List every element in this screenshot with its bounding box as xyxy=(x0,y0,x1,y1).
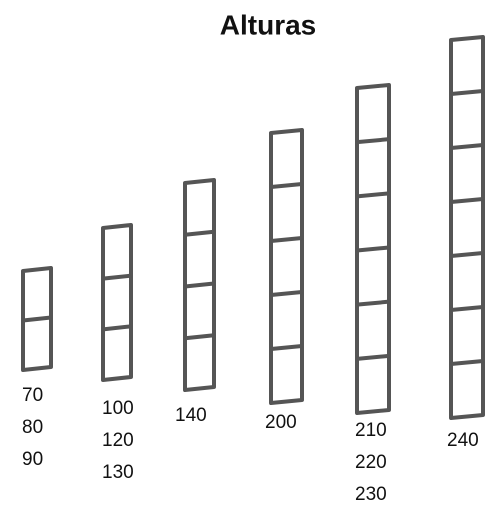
tower-rung xyxy=(270,236,303,243)
tower xyxy=(269,128,304,405)
height-label: 120 xyxy=(102,430,134,451)
tower xyxy=(449,35,485,420)
height-label: 130 xyxy=(102,462,134,483)
height-label: 80 xyxy=(22,417,43,438)
height-label: 100 xyxy=(102,398,134,419)
tower-rung xyxy=(356,191,390,199)
tower-rung xyxy=(184,229,215,237)
tower-rung xyxy=(450,89,484,96)
height-label: 240 xyxy=(447,430,479,451)
tower-rung xyxy=(450,251,484,258)
tower-rung xyxy=(22,315,52,323)
height-label: 70 xyxy=(22,385,43,406)
height-label: 90 xyxy=(22,449,43,470)
title: Alturas xyxy=(220,9,316,40)
tower-rung xyxy=(270,182,303,189)
tower-rung xyxy=(450,143,484,150)
tower-rung xyxy=(356,137,390,145)
tower-rung xyxy=(184,281,215,289)
tower-rung xyxy=(450,305,484,312)
tower xyxy=(101,223,133,382)
tower xyxy=(183,178,216,392)
tower-rung xyxy=(102,273,132,281)
height-label: 210 xyxy=(355,420,387,441)
tower-rung xyxy=(356,245,390,253)
tower-rung xyxy=(356,299,390,307)
tower-rung xyxy=(102,324,132,332)
tower-rung xyxy=(450,359,484,366)
tower-rung xyxy=(450,197,484,204)
tower-rung xyxy=(270,290,303,297)
height-label: 200 xyxy=(265,412,297,433)
tower-rung xyxy=(270,344,303,351)
height-label: 220 xyxy=(355,452,387,473)
height-label: 140 xyxy=(175,405,207,426)
height-label: 230 xyxy=(355,484,387,505)
tower xyxy=(21,266,53,372)
tower-rung xyxy=(184,333,215,341)
tower-rung xyxy=(356,353,390,361)
